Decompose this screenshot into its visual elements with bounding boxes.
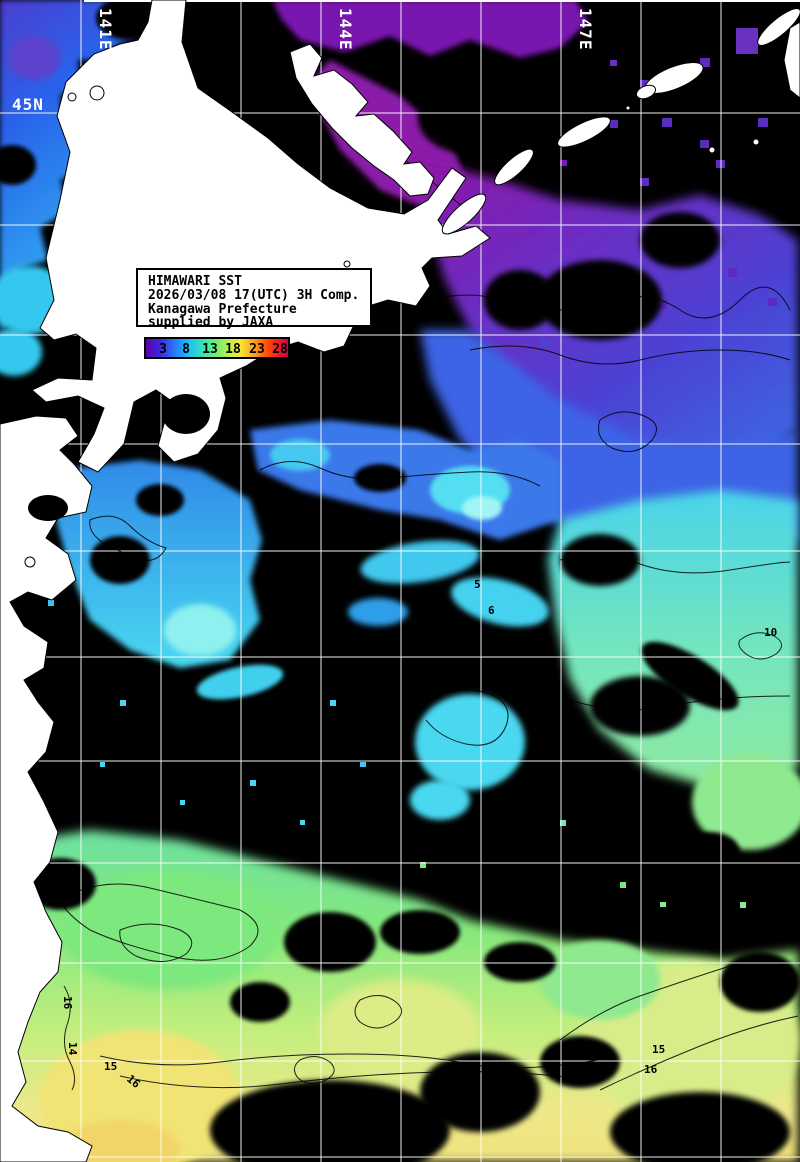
lat-label-45n: 45N [12, 95, 44, 114]
lon-label-147e: 147E [576, 8, 595, 51]
contour-label: 6 [488, 604, 495, 617]
colorbar-tick: 28 [272, 342, 288, 357]
info-box: HIMAWARI SST 2026/03/08 17(UTC) 3H Comp.… [136, 268, 372, 330]
colorbar-tick: 18 [225, 342, 241, 357]
honshu-shape [0, 415, 93, 1162]
info-line-source: supplied by JAXA [148, 315, 273, 330]
sakhalin-shape [289, 43, 435, 197]
colorbar-tick: 23 [249, 342, 265, 357]
lon-label-144e: 144E [336, 8, 355, 51]
rishiri-island [89, 85, 105, 101]
colorbar-scale [146, 339, 288, 357]
colorbar-tick: 13 [202, 342, 218, 357]
contour-label: 10 [764, 626, 777, 639]
sst-contours: 16 14 15 16 5 6 10 15 16 [59, 119, 799, 1091]
info-line-product: HIMAWARI SST [148, 274, 242, 289]
rebun-island [67, 92, 77, 102]
contour-label: 15 [104, 1060, 117, 1073]
geo-labels: 45N 141E 144E 147E [12, 8, 595, 114]
contour-label: 5 [474, 578, 481, 591]
colorbar: 3 8 13 18 23 28 [144, 337, 290, 359]
info-box-frame [136, 268, 372, 327]
okushiri-island [24, 556, 36, 568]
colorbar-tick: 3 [159, 342, 167, 357]
contour-label: 14 [66, 1042, 79, 1056]
colorbar-tick: 8 [182, 342, 190, 357]
kuril-islands [441, 8, 800, 235]
contour-label: 16 [61, 996, 74, 1010]
lon-label-141e: 141E [96, 8, 115, 51]
small-island [343, 260, 351, 268]
info-line-datetime: 2026/03/08 17(UTC) 3H Comp. [148, 288, 359, 303]
contour-label: 15 [652, 1043, 665, 1056]
info-line-prefecture: Kanagawa Prefecture [148, 302, 297, 317]
contour-label: 16 [644, 1063, 658, 1076]
